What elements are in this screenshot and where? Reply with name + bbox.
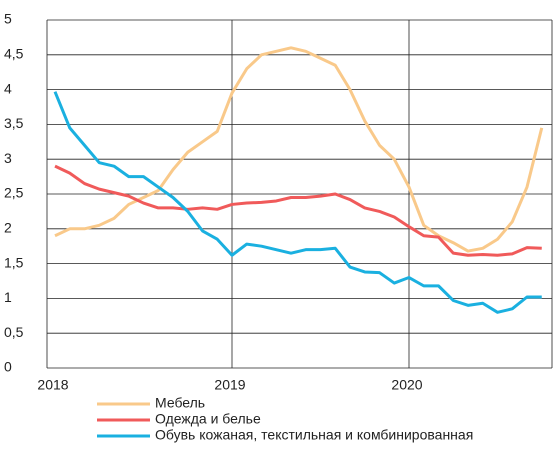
legend-label: Мебель — [155, 395, 205, 411]
x-tick-label: 2020 — [391, 377, 422, 393]
y-tick-label: 4 — [4, 80, 12, 96]
series-line — [53, 91, 542, 314]
x-tick-label: 2018 — [37, 377, 68, 393]
y-tick-label: 0 — [4, 359, 12, 375]
y-tick-label: 3 — [4, 150, 12, 166]
y-tick-label: 0,5 — [4, 324, 24, 340]
y-tick-label: 5 — [4, 11, 12, 27]
y-tick-label: 2 — [4, 220, 12, 236]
series-line — [54, 164, 542, 257]
y-tick-label: 1,5 — [4, 254, 24, 270]
y-tick-label: 1 — [4, 289, 12, 305]
y-tick-label: 4,5 — [4, 46, 24, 62]
y-tick-label: 3,5 — [4, 115, 24, 131]
y-tick-label: 2,5 — [4, 185, 24, 201]
series-line — [54, 46, 544, 253]
legend-label: Обувь кожаная, текстильная и комбинирова… — [155, 427, 473, 443]
legend-label: Одежда и белье — [155, 411, 261, 427]
x-tick-label: 2019 — [214, 377, 245, 393]
